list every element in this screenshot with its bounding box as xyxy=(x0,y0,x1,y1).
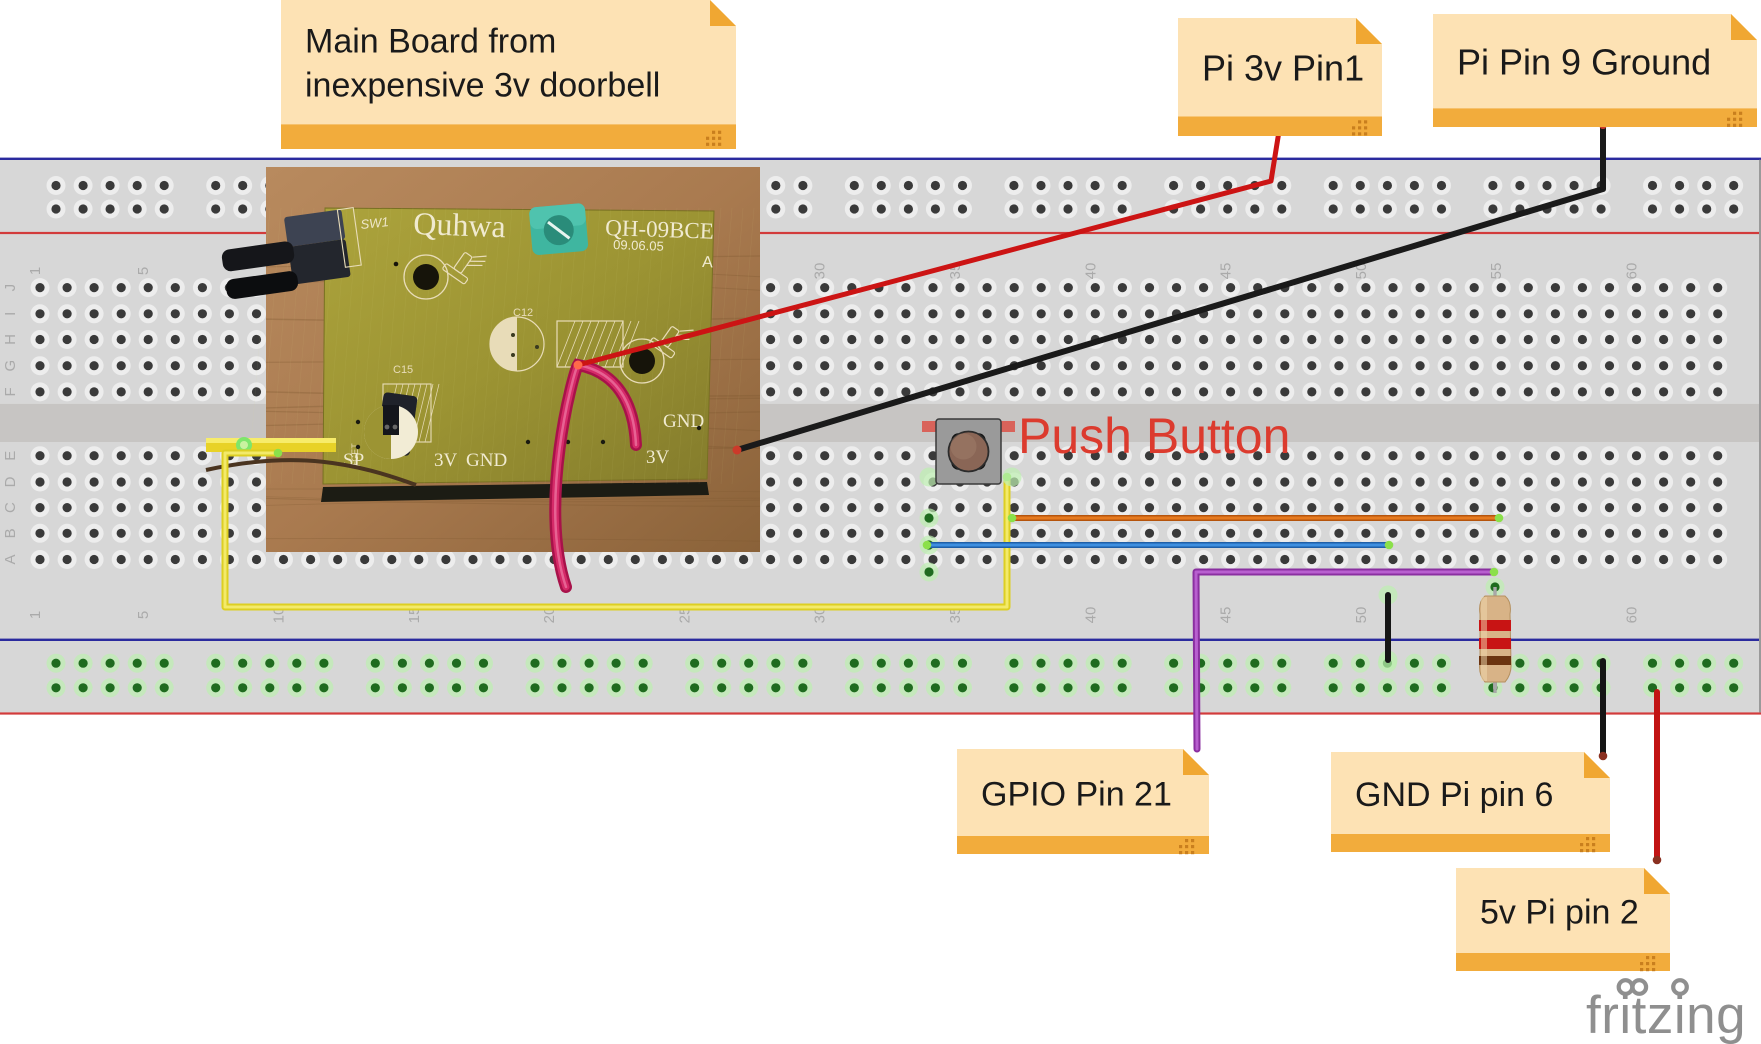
svg-text:fritzing: fritzing xyxy=(1586,986,1746,1044)
svg-text:Push Button: Push Button xyxy=(1018,408,1290,464)
